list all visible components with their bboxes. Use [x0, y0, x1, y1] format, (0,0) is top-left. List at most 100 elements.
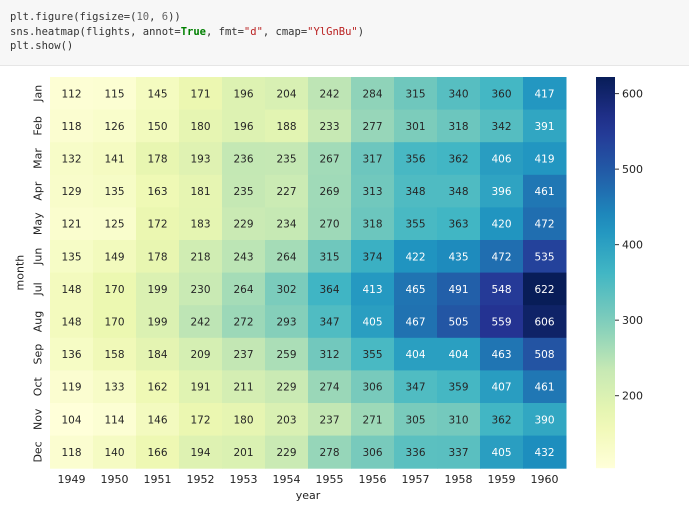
cell-annotation: 237	[319, 414, 339, 426]
heatmap-cell	[308, 109, 352, 143]
cell-annotation: 194	[190, 447, 210, 459]
heatmap-cell	[93, 240, 137, 274]
heatmap-cell	[437, 337, 481, 371]
cell-annotation: 360	[491, 88, 511, 100]
cell-annotation: 235	[233, 186, 253, 198]
heatmap-cell	[480, 305, 524, 339]
heatmap-cell	[308, 305, 352, 339]
cell-annotation: 237	[233, 349, 253, 361]
heatmap-cell	[437, 240, 481, 274]
heatmap-cell	[308, 272, 352, 306]
heatmap-cell	[136, 403, 180, 437]
heatmap-cell	[523, 142, 567, 176]
cell-annotation: 301	[405, 121, 425, 133]
heatmap-cell	[480, 174, 524, 208]
heatmap-cell	[265, 403, 309, 437]
x-tick-label: 1954	[273, 473, 301, 486]
cell-annotation: 404	[448, 349, 468, 361]
heatmap-cell	[222, 370, 266, 404]
cell-annotation: 337	[448, 447, 468, 459]
heatmap-cell	[50, 109, 94, 143]
colorbar-tick-label: 300	[622, 314, 643, 327]
heatmap-cell	[265, 305, 309, 339]
x-tick-label: 1952	[187, 473, 215, 486]
cell-annotation: 362	[491, 414, 511, 426]
cell-annotation: 362	[448, 154, 468, 166]
heatmap-cell	[437, 77, 481, 111]
cell-annotation: 465	[405, 284, 425, 296]
heatmap-cell	[93, 142, 137, 176]
heatmap-cell	[480, 337, 524, 371]
heatmap-cell	[179, 337, 223, 371]
heatmap-cell	[480, 109, 524, 143]
heatmap-cell	[136, 435, 180, 469]
cell-annotation: 135	[61, 251, 81, 263]
heatmap-cell	[394, 174, 438, 208]
cell-annotation: 227	[276, 186, 296, 198]
y-tick-label: Dec	[32, 441, 45, 462]
cell-annotation: 170	[104, 284, 124, 296]
cell-annotation: 422	[405, 251, 425, 263]
heatmap-cell	[437, 207, 481, 241]
heatmap-cell	[394, 403, 438, 437]
y-tick-label: Sep	[32, 344, 45, 365]
cell-annotation: 243	[233, 251, 253, 263]
heatmap-cell	[394, 207, 438, 241]
heatmap-cell	[265, 207, 309, 241]
cell-annotation: 234	[276, 219, 296, 231]
heatmap-cell	[351, 272, 395, 306]
heatmap-cell	[523, 337, 567, 371]
cell-annotation: 306	[362, 447, 382, 459]
heatmap-cell	[437, 142, 481, 176]
heatmap-cell	[265, 337, 309, 371]
colorbar-ticks: 200 300 400 500 600	[615, 88, 643, 403]
heatmap-cell	[179, 174, 223, 208]
colorbar	[596, 77, 615, 469]
heatmap-cell	[308, 435, 352, 469]
heatmap-cell	[179, 240, 223, 274]
heatmap-cell	[437, 305, 481, 339]
heatmap-cell	[308, 77, 352, 111]
code-cell[interactable]: plt.figure(figsize=(10, 6)) sns.heatmap(…	[0, 0, 689, 66]
heatmap-cell	[394, 77, 438, 111]
x-tick-label: 1953	[230, 473, 258, 486]
cell-annotation: 132	[61, 154, 81, 166]
cell-annotation: 141	[104, 154, 124, 166]
heatmap-cell	[265, 272, 309, 306]
cell-annotation: 196	[233, 121, 253, 133]
heatmap-cell	[265, 109, 309, 143]
heatmap-cell	[50, 142, 94, 176]
cell-annotation: 508	[534, 349, 554, 361]
heatmap-cell	[93, 403, 137, 437]
cell-annotation: 271	[362, 414, 382, 426]
heatmap-cell	[136, 370, 180, 404]
cell-annotation: 181	[190, 186, 210, 198]
cell-annotation: 472	[534, 219, 554, 231]
cell-annotation: 318	[362, 219, 382, 231]
code-line-1: plt.figure(figsize=(10, 6))	[10, 11, 181, 23]
cell-annotation: 180	[190, 121, 210, 133]
code-line-2: sns.heatmap(flights, annot=True, fmt="d"…	[10, 25, 365, 38]
heatmap-cell	[351, 77, 395, 111]
heatmap-cell	[480, 142, 524, 176]
heatmap-cell	[222, 337, 266, 371]
heatmap-cell	[308, 370, 352, 404]
heatmap-cell	[136, 272, 180, 306]
cell-annotation: 193	[190, 154, 210, 166]
heatmap-cell	[179, 109, 223, 143]
cell-annotation: 229	[276, 447, 296, 459]
heatmap-cell	[179, 435, 223, 469]
cell-annotation: 396	[491, 186, 511, 198]
cell-annotation: 374	[362, 251, 382, 263]
cell-annotation: 199	[147, 284, 167, 296]
heatmap-cell	[394, 109, 438, 143]
cell-annotation: 278	[319, 447, 339, 459]
y-tick-label: Feb	[32, 116, 45, 135]
cell-annotation: 121	[61, 219, 81, 231]
heatmap-cell	[351, 142, 395, 176]
cell-annotation: 235	[276, 154, 296, 166]
colorbar-tick-label: 200	[622, 390, 643, 403]
heatmap-cell	[351, 435, 395, 469]
cell-annotation: 218	[190, 251, 210, 263]
cell-annotation: 264	[233, 284, 253, 296]
